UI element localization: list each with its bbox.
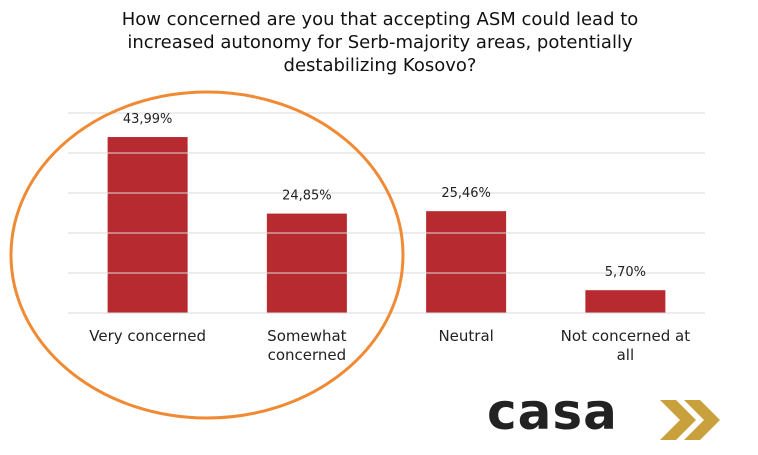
value-label: 5,70% [605, 265, 646, 280]
x-tick-label: Very concerned [89, 327, 206, 345]
logo: casa [487, 383, 618, 441]
bar [266, 213, 347, 313]
value-label: 43,99% [123, 112, 173, 127]
bar [426, 211, 507, 313]
x-tick-label: Somewhat concerned [267, 327, 347, 364]
x-tick-label: Not concerned at all [560, 327, 691, 364]
x-tick-label: Neutral [438, 327, 494, 345]
value-label: 24,85% [282, 189, 332, 204]
logo-chevrons [660, 400, 720, 440]
bar [107, 137, 188, 313]
chart-title: How concerned are you that accepting ASM… [121, 9, 639, 76]
value-label: 25,46% [441, 186, 491, 201]
bar [585, 290, 666, 313]
highlight-ellipse [9, 90, 405, 420]
